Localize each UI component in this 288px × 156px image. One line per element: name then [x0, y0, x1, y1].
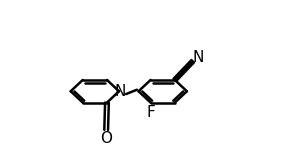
Text: N: N: [115, 84, 126, 99]
Text: F: F: [146, 105, 155, 120]
Text: O: O: [100, 131, 112, 146]
Text: N: N: [193, 50, 204, 65]
